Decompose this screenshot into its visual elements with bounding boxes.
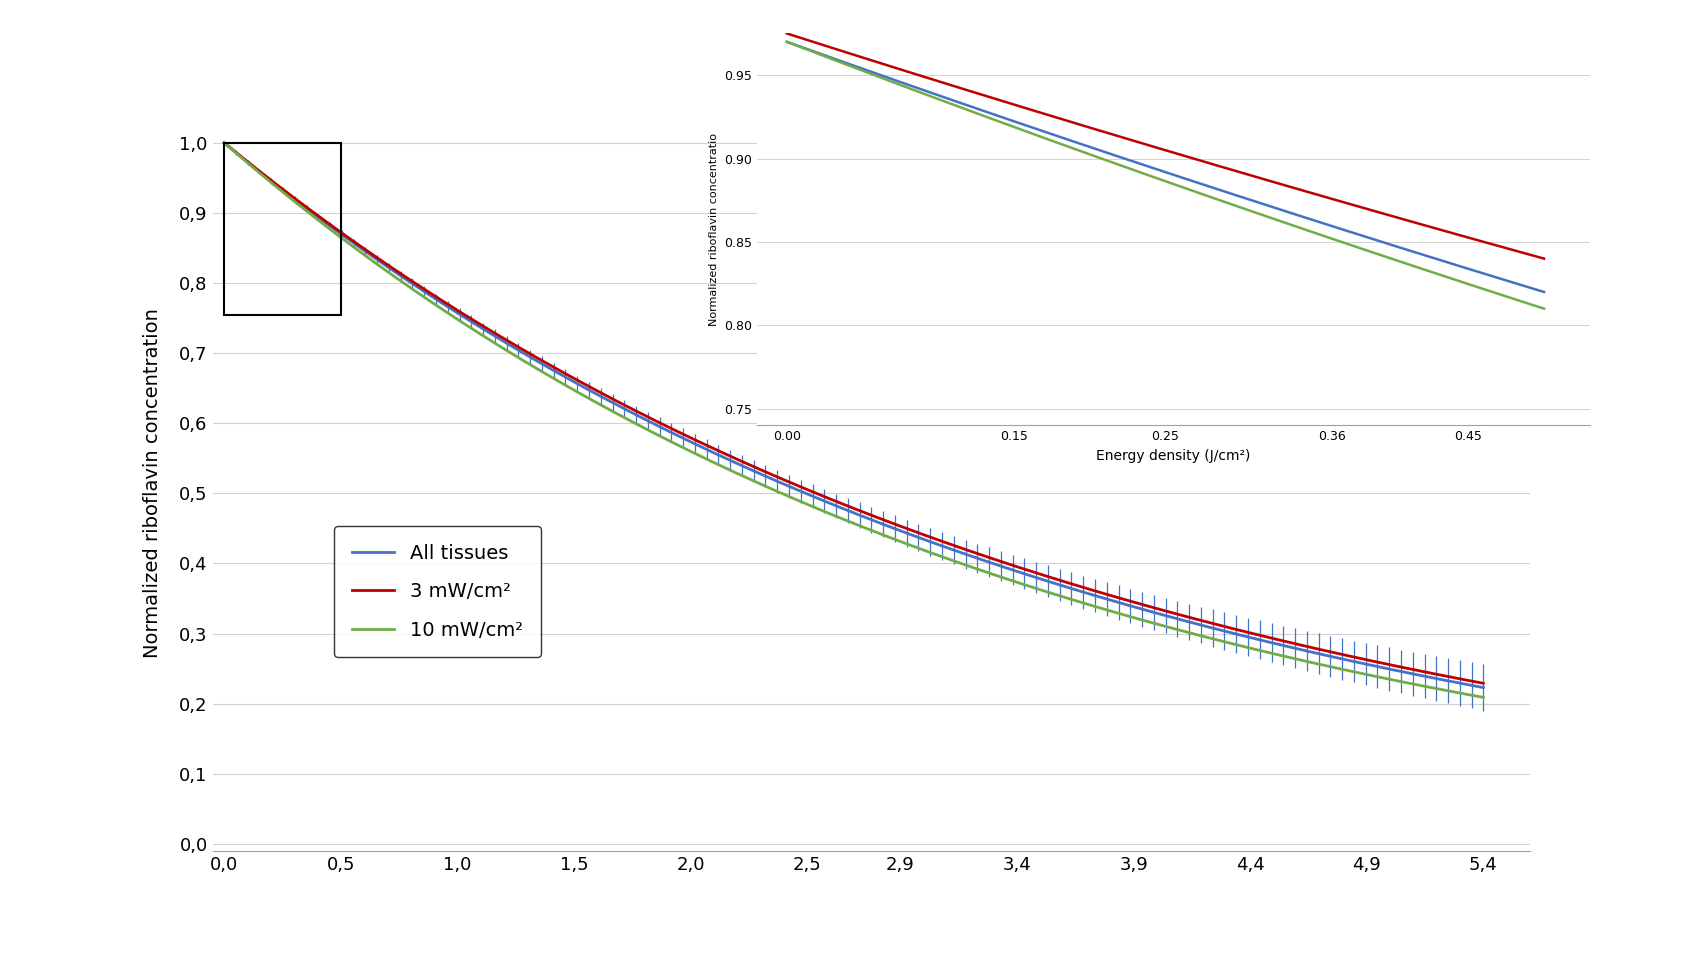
3 mW/cm² <box>784 478 804 489</box>
X-axis label: Energy density (J/cm²): Energy density (J/cm²) <box>1096 448 1250 463</box>
3 mW/cm² <box>214 137 235 148</box>
All tissues <box>955 549 976 560</box>
10 mW/cm² <box>437 307 457 318</box>
Legend: All tissues, 3 mW/cm², 10 mW/cm²: All tissues, 3 mW/cm², 10 mW/cm² <box>335 526 541 657</box>
10 mW/cm² <box>1163 622 1183 634</box>
Line: 3 mW/cm²: 3 mW/cm² <box>224 142 1484 684</box>
3 mW/cm² <box>955 544 976 555</box>
Bar <box>224 142 340 315</box>
3 mW/cm² <box>1054 576 1074 588</box>
10 mW/cm² <box>537 369 558 380</box>
Y-axis label: Normalized riboflavin concentration: Normalized riboflavin concentration <box>143 308 163 658</box>
10 mW/cm² <box>955 559 976 571</box>
Line: 10 mW/cm²: 10 mW/cm² <box>224 142 1484 697</box>
All tissues <box>214 137 235 148</box>
All tissues <box>1054 581 1074 593</box>
10 mW/cm² <box>1474 691 1494 703</box>
3 mW/cm² <box>1474 678 1494 689</box>
All tissues <box>437 300 457 312</box>
3 mW/cm² <box>437 298 457 310</box>
All tissues <box>1163 612 1183 623</box>
All tissues <box>537 361 558 373</box>
3 mW/cm² <box>1163 607 1183 619</box>
All tissues <box>1474 682 1494 693</box>
Line: All tissues: All tissues <box>224 142 1484 687</box>
10 mW/cm² <box>214 137 235 148</box>
10 mW/cm² <box>784 493 804 505</box>
10 mW/cm² <box>1054 592 1074 603</box>
All tissues <box>784 483 804 494</box>
Y-axis label: Normalized riboflavin concentratio: Normalized riboflavin concentratio <box>709 133 719 326</box>
3 mW/cm² <box>537 358 558 370</box>
